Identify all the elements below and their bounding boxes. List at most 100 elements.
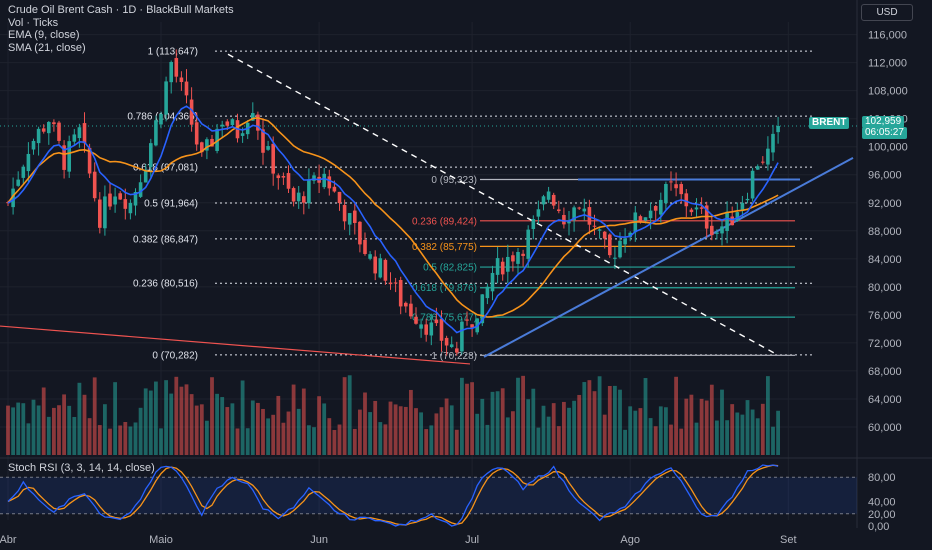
volume-bar	[261, 408, 265, 455]
candle-body	[210, 138, 214, 147]
volume-bar	[128, 426, 133, 455]
candle-body	[388, 282, 393, 285]
volume-bar	[623, 429, 627, 455]
price-tick-label: 88,000	[868, 226, 902, 238]
candle-body	[429, 322, 434, 336]
candle-body	[664, 183, 668, 204]
candle-body	[77, 127, 82, 139]
volume-bar	[684, 398, 689, 455]
volume-bar	[322, 403, 327, 455]
candle-body	[113, 196, 117, 205]
candle-body	[541, 196, 546, 205]
volume-bar	[597, 376, 602, 455]
fib-extension-label: 0.618 (79,876)	[412, 283, 477, 294]
volume-bar	[97, 425, 102, 455]
candle-body	[582, 208, 587, 212]
candle-body	[398, 279, 403, 307]
candle-body	[47, 122, 51, 134]
candle-body	[174, 58, 179, 77]
volume-bar	[664, 407, 668, 455]
candle-body	[511, 255, 515, 262]
currency-button[interactable]: USD	[861, 4, 913, 21]
candle-body	[251, 113, 255, 121]
volume-bar	[358, 409, 362, 455]
volume-bar	[572, 400, 576, 455]
symbol-title[interactable]: Crude Oil Brent Cash · 1D · BlackBull Ma…	[8, 4, 234, 16]
volume-bar	[505, 417, 510, 455]
candle-body	[419, 324, 423, 329]
volume-bar	[704, 400, 709, 455]
volume-bar	[266, 418, 270, 455]
volume-bar	[592, 391, 597, 455]
candle-body	[159, 114, 163, 125]
candle-body	[41, 128, 46, 132]
volume-bar	[750, 409, 755, 455]
volume-bar	[312, 427, 316, 455]
candle-body	[184, 81, 189, 96]
candle-body	[490, 272, 495, 292]
volume-bar	[480, 398, 485, 455]
volume-bar	[653, 426, 658, 455]
indicator-sma[interactable]: SMA (21, close)	[8, 41, 86, 54]
candle-body	[143, 169, 148, 183]
fib-extension-label: 0.236 (89,424)	[412, 216, 477, 227]
volume-bar	[174, 376, 179, 455]
volume-bar	[730, 404, 735, 455]
volume-bar	[271, 414, 276, 455]
volume-bar	[143, 388, 148, 455]
indicator-ema[interactable]: EMA (9, close)	[8, 29, 80, 41]
volume-bar	[256, 402, 260, 455]
candle-body	[546, 191, 551, 200]
volume-bar	[715, 420, 719, 455]
price-tick-label: 68,000	[868, 366, 902, 378]
candle-body	[179, 77, 184, 83]
volume-bar	[164, 380, 168, 455]
candle-body	[521, 253, 525, 256]
volume-bar	[352, 428, 357, 455]
volume-bar	[250, 400, 255, 455]
candle-body	[404, 302, 408, 307]
price-tick-label: 112,000	[868, 58, 907, 70]
candle-body	[337, 191, 342, 204]
price-tick-label: 72,000	[868, 338, 902, 350]
volume-bar	[551, 403, 556, 455]
candle-body	[108, 193, 112, 207]
stoch-tick-label: 20,00	[868, 509, 896, 521]
price-tick-label: 116,000	[868, 30, 907, 42]
stoch-rsi-label[interactable]: Stoch RSI (3, 3, 14, 14, close)	[8, 462, 155, 474]
volume-bar	[755, 418, 760, 455]
volume-bar	[342, 377, 347, 455]
candle-body	[342, 204, 347, 222]
candle-body	[378, 258, 383, 278]
volume-bar	[638, 408, 643, 455]
volume-bar	[57, 405, 61, 455]
candle-body	[72, 134, 77, 142]
volume-bar	[113, 382, 117, 455]
indicator-volume[interactable]: Vol · Ticks	[8, 16, 59, 29]
candle-body	[684, 193, 689, 207]
candle-body	[62, 145, 66, 170]
volume-bar	[470, 382, 474, 455]
volume-bar	[291, 384, 296, 455]
candle-body	[296, 192, 301, 202]
candle-body	[572, 207, 576, 221]
candle-body	[439, 319, 444, 341]
volume-bar	[72, 416, 77, 455]
candle-body	[710, 225, 714, 236]
candle-body	[271, 143, 275, 174]
volume-bar	[373, 400, 378, 455]
candle-body	[557, 209, 561, 212]
volume-bar	[735, 412, 740, 455]
volume-bar	[419, 412, 423, 455]
candle-body	[424, 324, 428, 335]
volume-bar	[133, 422, 138, 455]
candle-body	[669, 181, 673, 183]
volume-bar	[434, 413, 439, 455]
volume-bar	[123, 421, 128, 455]
volume-bar	[332, 429, 337, 455]
volume-bar	[562, 401, 566, 455]
candle-body	[118, 193, 122, 200]
fib-retracement-label: 0.382 (86,847)	[133, 234, 198, 245]
volume-bar	[398, 406, 403, 455]
